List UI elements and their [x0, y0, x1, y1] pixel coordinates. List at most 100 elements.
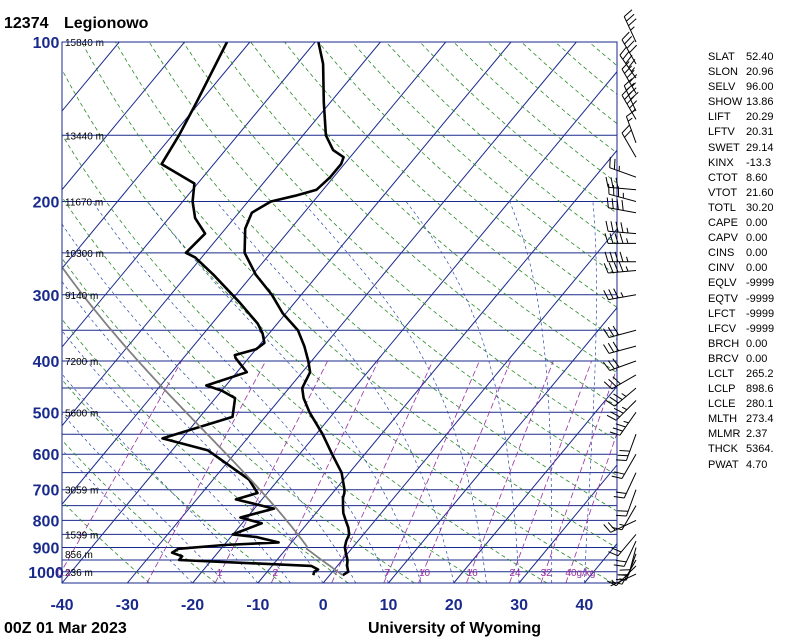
index-row: MLTH 273.4 — [708, 412, 798, 427]
height-label: 856 m — [65, 550, 93, 561]
wind-barb-flag — [624, 65, 633, 74]
moist-adiabat — [147, 201, 422, 583]
mixing-ratio-label: 2 — [273, 568, 279, 579]
wind-barb-flag — [619, 450, 630, 452]
index-value: 2.37 — [746, 428, 768, 441]
wind-barb-flag — [615, 177, 619, 189]
wind-barb-flag — [613, 564, 625, 567]
mixing-ratio-label: 10 — [419, 568, 431, 579]
isotherm-line — [0, 42, 54, 583]
wind-barb-staff — [619, 412, 637, 436]
temperature-tick-label: -10 — [246, 597, 269, 614]
moist-adiabat — [62, 330, 291, 583]
index-name: PWAT — [708, 458, 739, 471]
dry-adiabat — [62, 379, 283, 583]
wind-barb-half-flag — [621, 406, 628, 411]
moist-adiabat — [62, 373, 259, 583]
wind-barb-flag — [606, 197, 609, 208]
wind-barb-flag — [613, 496, 625, 499]
isotherm-line — [322, 228, 617, 583]
wind-barb-flag — [609, 431, 621, 436]
isotherm-line — [126, 42, 577, 583]
wind-barb-staff — [609, 360, 637, 371]
isotherm-line — [62, 42, 185, 191]
index-row: MLMR 2.37 — [708, 427, 798, 442]
mixing-ratio-line — [466, 360, 554, 583]
wind-barb-flag — [619, 233, 624, 244]
index-row: BRCV 0.00 — [708, 352, 798, 367]
mixing-ratio-line — [270, 360, 379, 583]
moist-adiabat — [405, 201, 520, 583]
moist-adiabat — [509, 201, 553, 583]
mixing-ratio-line — [146, 360, 267, 583]
index-name: CINS — [708, 247, 735, 260]
isotherm-line — [518, 464, 617, 583]
mixing-ratio-line — [383, 360, 480, 583]
mixing-ratio-line — [62, 360, 182, 572]
index-name: CTOT — [708, 171, 738, 184]
wind-barb-flag — [603, 263, 609, 274]
index-name: THCK — [708, 443, 738, 456]
wind-barb-staff — [621, 39, 637, 65]
wind-barb-flag — [610, 221, 614, 232]
index-row: LFCV -9999 — [708, 322, 798, 337]
height-label: 15840 m — [65, 38, 104, 49]
moist-adiabat — [584, 201, 597, 583]
wind-barb-flag — [617, 454, 629, 457]
wind-barb-flag — [605, 399, 615, 407]
wind-barb-flag — [625, 13, 635, 22]
index-name: EQTV — [708, 292, 738, 305]
wind-barb-flag — [608, 262, 614, 273]
dry-adiabat — [250, 42, 617, 374]
dry-adiabat — [62, 439, 217, 583]
wind-barb-flag — [609, 157, 611, 168]
index-name: BRCV — [708, 352, 739, 365]
sounding-profiles — [62, 42, 351, 577]
wind-barb-half-flag — [619, 523, 625, 526]
wind-barb-flag — [625, 82, 635, 91]
wind-barb-flag — [611, 526, 623, 531]
index-row: SELV 96.00 — [708, 80, 798, 95]
mixing-ratio-line — [540, 367, 617, 583]
index-value: 273.4 — [746, 413, 774, 426]
wind-barb-flag — [603, 290, 609, 300]
wind-barb-half-flag — [620, 292, 624, 298]
index-row: TOTL 30.20 — [708, 201, 798, 216]
station-name: Legionowo — [64, 15, 149, 32]
wind-barb-flag — [618, 261, 624, 272]
wind-barb-flag — [603, 344, 610, 354]
index-name: SELV — [708, 81, 736, 94]
wind-barb-staff — [625, 489, 637, 517]
wind-barb-flag — [624, 36, 633, 45]
wind-barb-flag — [625, 54, 633, 64]
wind-barb-flag — [613, 158, 616, 170]
wind-barb-flag — [630, 91, 639, 100]
index-row: CAPE 0.00 — [708, 216, 798, 231]
height-label: 13440 m — [65, 131, 104, 142]
wind-barb-flag — [607, 360, 615, 370]
mixing-ratio-label: 24 — [509, 568, 521, 579]
temperature-tick-label: 40 — [576, 597, 594, 614]
wind-barb-flag — [615, 514, 627, 517]
valid-time: 00Z 01 Mar 2023 — [4, 620, 127, 637]
wind-barb-flag — [608, 551, 619, 557]
index-value: 0.00 — [746, 217, 768, 230]
stability-indices: SLAT 52.40 SLON 20.96 SELV 96.00 SHOW 13.86 LIFT… — [708, 50, 798, 473]
isotherm-line — [62, 42, 381, 427]
index-row: SLAT 52.40 — [708, 50, 798, 65]
wind-barb-flag — [614, 471, 625, 475]
index-value: 265.2 — [746, 367, 774, 380]
dry-adiabat — [62, 500, 150, 583]
wind-barb-staff — [608, 186, 637, 191]
index-value: 8.60 — [746, 171, 768, 184]
wind-barb-staff — [608, 329, 637, 338]
mixing-ratio-label: 32 — [541, 568, 553, 579]
pressure-tick-label: 100 — [33, 35, 60, 52]
dry-adiabat — [351, 42, 617, 277]
wind-barb-flag — [621, 125, 630, 134]
pressure-tick-label: 1000 — [28, 565, 64, 582]
wind-barb-flag — [615, 221, 619, 233]
isotherm-line — [62, 42, 447, 506]
index-row: CTOT 8.60 — [708, 171, 798, 186]
